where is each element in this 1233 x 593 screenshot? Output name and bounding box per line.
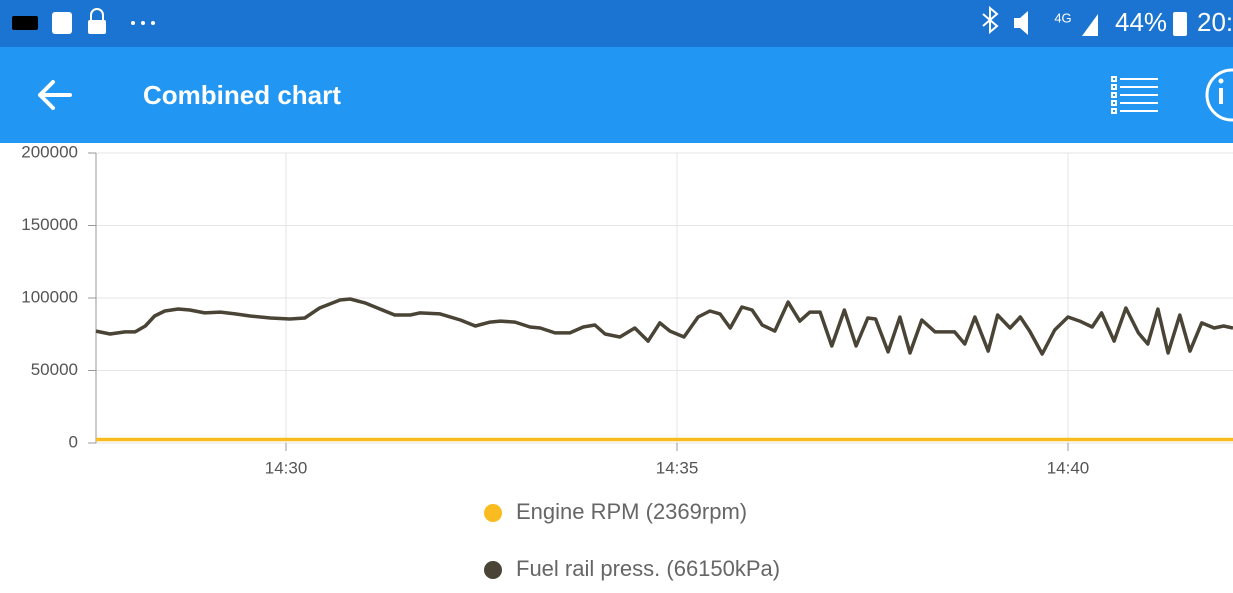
legend-swatch: [484, 561, 502, 579]
status-icons: [12, 5, 1187, 36]
x-tick-label: 14:35: [656, 458, 699, 477]
y-tick-label: 0: [69, 432, 78, 451]
legend-label: Fuel rail press. (66150kPa): [516, 556, 780, 581]
status-bar: [0, 0, 1233, 47]
app-title: Combined chart: [143, 80, 341, 110]
y-tick-label: 150000: [21, 215, 78, 234]
x-tick-label: 14:40: [1047, 458, 1090, 477]
info-button[interactable]: [1205, 68, 1233, 122]
network-type: 4G: [1054, 10, 1071, 25]
clock: 20:: [1197, 7, 1233, 37]
app-bar: [0, 47, 1233, 143]
x-tick-label: 14:30: [265, 458, 308, 477]
back-button[interactable]: [38, 80, 72, 110]
battery-level: 44%: [1115, 7, 1167, 37]
y-tick-label: 100000: [21, 287, 78, 306]
list-button[interactable]: [1111, 76, 1158, 114]
legend-swatch: [484, 504, 502, 522]
legend-label: Engine RPM (2369rpm): [516, 499, 747, 524]
y-tick-label: 50000: [31, 360, 78, 379]
data-line: [95, 297, 1233, 356]
y-tick-label: 200000: [21, 142, 78, 161]
